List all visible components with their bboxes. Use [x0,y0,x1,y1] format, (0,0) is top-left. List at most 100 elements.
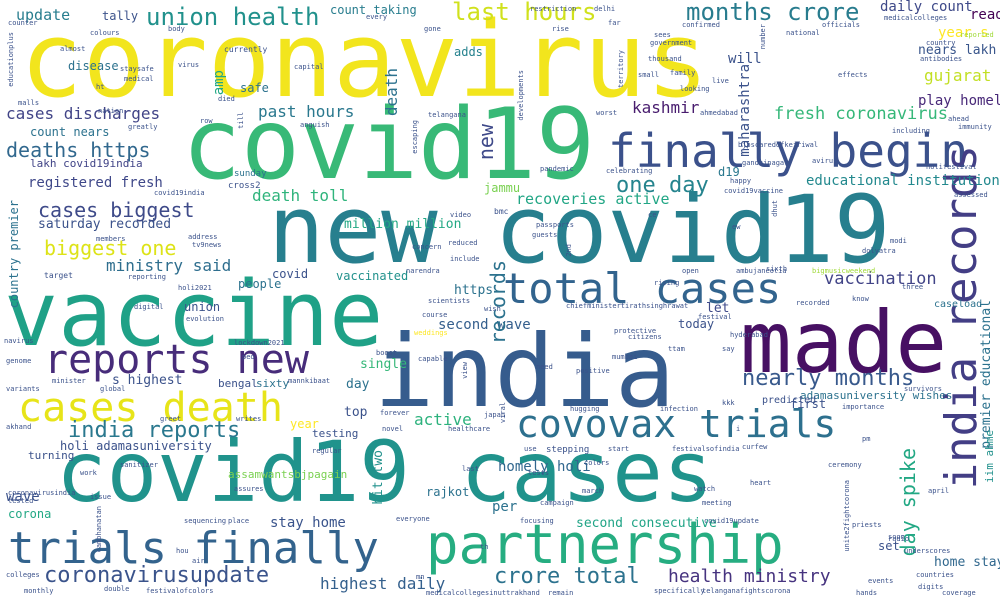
word: till [237,112,245,129]
word: officials [822,21,860,29]
word: small [638,71,660,79]
word: sees [654,31,671,39]
word: ministry said [106,256,232,275]
word: year [290,417,319,431]
word: festivalsofindia [672,445,740,453]
word: radio [888,535,910,543]
word: update [16,6,71,24]
word: medicalcolleges [884,14,948,22]
word: celebrating [606,167,653,175]
word: bigmusicweekend [812,267,876,275]
word: almost [60,45,86,53]
word: boost [376,349,398,357]
word: fresh coronavirus [774,104,948,124]
word: active [414,410,472,429]
word: curfew [742,443,768,451]
word: importance [842,403,885,411]
word: heart [750,479,772,487]
word: nears lakh [918,43,997,58]
word: use [524,445,537,453]
word: watch [694,485,716,493]
word: viral [499,402,507,424]
word: stay home [270,515,346,531]
word: colors [584,459,610,467]
word: members [96,235,126,243]
word: https [454,283,494,298]
word: tv9news [192,241,222,249]
word: day [346,377,370,392]
word: covid19vaccine [724,187,784,195]
word: thousand [648,55,682,63]
word: d19 [718,165,740,179]
word: stepping [546,445,590,455]
word: video [450,211,472,219]
word: immunity [958,123,992,131]
word: currently [224,45,268,54]
word: first [790,397,827,411]
word: home stay [934,555,1000,570]
word: variants [6,385,40,393]
word: colours [90,29,120,37]
word: cross2 [228,181,261,191]
word: sixty [256,377,290,390]
word: bmc [494,207,509,216]
word: ht [96,83,105,91]
word: vaccine [4,262,384,367]
word: rajkot [426,485,470,499]
word: country [926,39,956,47]
word: testing [312,427,359,440]
word: covid19 [182,88,596,202]
word: disease [68,59,119,73]
word: protective [614,327,657,335]
word: japan [484,411,506,419]
word: scientists [428,297,471,305]
word: th [480,543,489,551]
word: biggest one [44,236,177,260]
word: covid19 cases [56,423,714,521]
word: infection [660,405,698,413]
word: know [852,295,869,303]
word: row [200,117,213,125]
word: telangana [428,111,466,119]
word: chiefministertirathsinghrawat [566,302,689,310]
word: educational institutions [806,173,1000,189]
word: made [740,293,948,393]
word: assamwantsbjpagain [228,468,348,481]
word: rising [654,279,680,287]
word: play homely [918,93,1000,109]
word: read [970,7,1000,23]
word: adamasuniversity wishes [800,389,953,402]
word: weddings [414,329,448,337]
word: capable [418,355,448,363]
word: vaccination [824,269,937,289]
word: underscores [904,547,951,555]
word: caseload [934,299,983,310]
word: modi [890,237,907,245]
word: gone [424,25,441,33]
word: delhi [594,5,616,13]
word: total cases [503,264,782,313]
word: death toll [252,186,349,205]
word: escaping [411,120,419,154]
word: every [366,13,388,21]
word: coronavirusupdate [44,563,270,588]
word: iim ahme [983,430,996,483]
word: union health [146,3,320,31]
word: one day [616,173,709,198]
word: pm [862,435,871,443]
word: peo [242,353,255,361]
word: mumbai [612,353,638,361]
word: 2nd [565,244,573,257]
word: hit two [371,450,386,505]
word: monthly [24,587,54,595]
word: mannkibaat [288,377,331,385]
word: reports new [44,337,309,383]
word: corona [8,507,52,521]
word: nation [98,107,124,115]
word: wish [484,305,501,313]
word: lockdown2021 [234,339,285,347]
word: priests [852,521,882,529]
word: let [706,301,730,316]
word: medicalcollegesinuttrakhand [426,589,540,597]
word: reporting [128,273,166,281]
